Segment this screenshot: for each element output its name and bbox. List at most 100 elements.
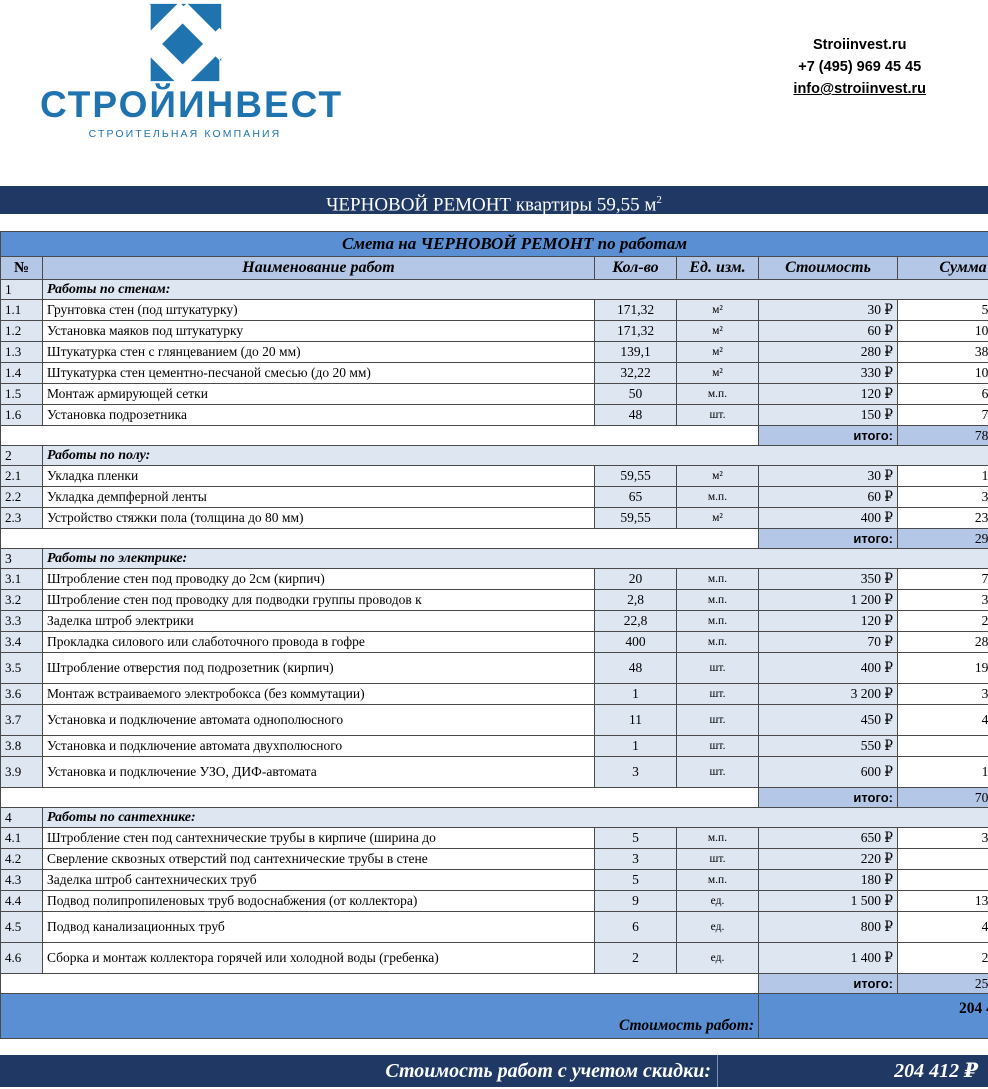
row-sum: 10 279 ₽ — [896, 320, 988, 342]
row-qty: 171,32 — [594, 320, 677, 342]
group-number: 3 — [0, 548, 43, 569]
row-number: 4.3 — [0, 869, 43, 891]
column-header-name: Наименование работ — [42, 256, 595, 280]
row-name: Установка и подключение автомата двухпол… — [42, 735, 595, 757]
row-sum: 660 ₽ — [896, 848, 988, 870]
row-number: 1.6 — [0, 404, 43, 426]
table-row: 3.6 Монтаж встраиваемого электробокса (бе… — [0, 683, 988, 705]
row-unit: м² — [676, 320, 759, 342]
row-qty: 2 — [594, 942, 677, 974]
row-number: 3.1 — [0, 568, 43, 590]
row-qty: 3 — [594, 756, 677, 788]
row-number: 3.4 — [0, 631, 43, 653]
row-unit: шт. — [676, 756, 759, 788]
row-qty: 5 — [594, 827, 677, 849]
row-number: 3.2 — [0, 589, 43, 611]
row-number: 3.9 — [0, 756, 43, 788]
row-number: 4.6 — [0, 942, 43, 974]
row-cost: 220 ₽ — [758, 848, 898, 870]
row-cost: 450 ₽ — [758, 704, 898, 736]
row-cost: 30 ₽ — [758, 299, 898, 321]
row-name: Подвод канализационных труб — [42, 911, 595, 943]
row-unit: шт. — [676, 848, 759, 870]
document-title-superscript: 2 — [656, 194, 662, 206]
row-unit: м.п. — [676, 827, 759, 849]
table-column-header-row: № Наименование работ Кол-во Ед. изм. Сто… — [0, 256, 988, 280]
row-qty: 20 — [594, 568, 677, 590]
row-cost: 60 ₽ — [758, 486, 898, 508]
row-cost: 1 200 ₽ — [758, 589, 898, 611]
group-header-row: 3 Работы по электрике: — [0, 548, 988, 569]
row-cost: 650 ₽ — [758, 827, 898, 849]
table-row: 1.4 Штукатурка стен цементно-песчаной сме… — [0, 362, 988, 384]
row-qty: 1 — [594, 735, 677, 757]
row-cost: 120 ₽ — [758, 610, 898, 632]
group-total-spacer — [0, 973, 759, 994]
row-number: 3.6 — [0, 683, 43, 705]
row-name: Подвод полипропиленовых труб водоснабжен… — [42, 890, 595, 912]
row-unit: шт. — [676, 704, 759, 736]
row-sum: 10 633 ₽ — [896, 362, 988, 384]
group-total-value: 29 507 ₽ — [896, 528, 988, 549]
row-number: 4.2 — [0, 848, 43, 870]
row-name: Укладка демпферной ленты — [42, 486, 595, 508]
discount-total-bar: Стоимость работ с учетом скидки: 204 412… — [0, 1055, 988, 1087]
row-sum: 7 000 ₽ — [896, 568, 988, 590]
group-total-spacer — [0, 787, 759, 808]
contact-site: Stroiinvest.ru — [812, 37, 907, 53]
row-cost: 400 ₽ — [758, 652, 898, 684]
table-row: 4.2 Сверление сквозных отверстий под сант… — [0, 848, 988, 870]
group-label: Работы по сантехнике: — [41, 807, 988, 828]
row-sum: 4 800 ₽ — [896, 911, 988, 943]
row-unit: м² — [676, 299, 759, 321]
row-name: Установка и подключение УЗО, ДИФ-автомат… — [42, 756, 595, 788]
row-qty: 9 — [594, 890, 677, 912]
row-name: Штукатурка стен цементно-песчаной смесью… — [42, 362, 595, 384]
contact-block: Stroiinvest.ru +7 (495) 969 45 45 info@s… — [793, 34, 926, 100]
row-number: 1.3 — [0, 341, 43, 363]
row-sum: 3 900 ₽ — [896, 486, 988, 508]
row-sum: 38 948 ₽ — [896, 341, 988, 363]
row-qty: 2,8 — [594, 589, 677, 611]
row-cost: 1 400 ₽ — [758, 942, 898, 974]
table-row: 3.9 Установка и подключение УЗО, ДИФ-авто… — [0, 756, 988, 788]
group-total-row: итого:25 910 ₽ — [0, 973, 988, 994]
group-total-label: итого: — [758, 973, 898, 994]
table-row: 3.2 Штробление стен под проводку для подв… — [0, 589, 988, 611]
row-qty: 59,55 — [594, 507, 677, 529]
row-sum: 13 500 ₽ — [896, 890, 988, 912]
table-foot: Стоимость работ: 204 412 ₽ — [0, 993, 988, 1039]
contact-email[interactable]: info@stroiinvest.ru — [793, 81, 926, 97]
row-name: Штробление стен под сантехнические трубы… — [42, 827, 595, 849]
estimate-table: Смета на ЧЕРНОВОЙ РЕМОНТ по работам № На… — [0, 231, 988, 1039]
group-label: Работы по электрике: — [41, 548, 988, 569]
row-cost: 60 ₽ — [758, 320, 898, 342]
row-sum: 3 250 ₽ — [896, 827, 988, 849]
row-sum: 19 200 ₽ — [896, 652, 988, 684]
row-name: Монтаж встраиваемого электробокса (без к… — [42, 683, 595, 705]
group-total-label: итого: — [758, 528, 898, 549]
row-number: 2.3 — [0, 507, 43, 529]
discount-total-label: Стоимость работ с учетом скидки: — [0, 1055, 718, 1087]
group-total-label: итого: — [758, 787, 898, 808]
discount-total-value: 204 412 ₽ — [718, 1055, 988, 1087]
table-row: 4.1 Штробление стен под сантехнические тр… — [0, 827, 988, 849]
row-unit: ед. — [676, 890, 759, 912]
row-sum: 900 ₽ — [896, 869, 988, 891]
row-number: 1.2 — [0, 320, 43, 342]
row-sum: 2 800 ₽ — [896, 942, 988, 974]
column-header-sum: Сумма — [896, 256, 988, 280]
row-sum: 7 200 ₽ — [896, 404, 988, 426]
company-tagline: СТРОИТЕЛЬНАЯ КОМПАНИЯ — [88, 127, 282, 140]
row-sum: 28 000 ₽ — [896, 631, 988, 653]
row-number: 1.5 — [0, 383, 43, 405]
row-unit: ед. — [676, 911, 759, 943]
row-unit: м² — [676, 362, 759, 384]
group-total-spacer — [0, 425, 759, 446]
row-unit: м.п. — [676, 589, 759, 611]
group-label: Работы по стенам: — [41, 279, 988, 300]
column-header-qty: Кол-во — [594, 256, 677, 280]
row-unit: м.п. — [676, 631, 759, 653]
row-name: Прокладка силового или слаботочного пров… — [42, 631, 595, 653]
